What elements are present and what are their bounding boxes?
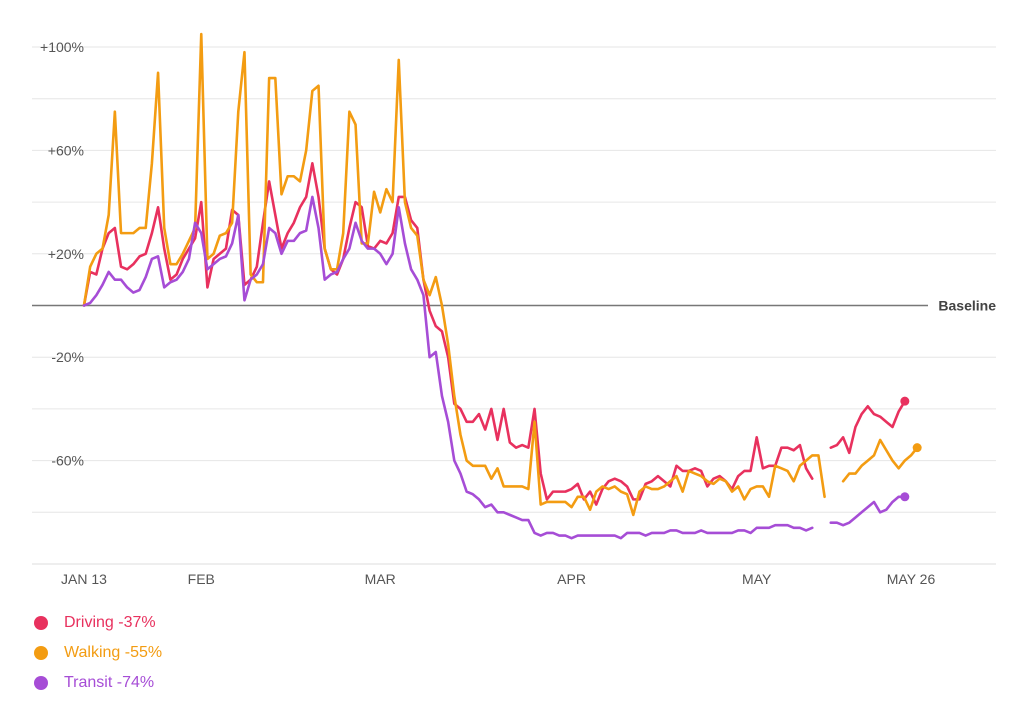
- series-line-transit: [829, 495, 907, 527]
- y-tick-label: +20%: [48, 246, 84, 262]
- line-chart: Baseline +100% +60% +20% -20% -60% JAN 13 FEB…: [32, 32, 996, 587]
- series-line-driving: [829, 399, 907, 455]
- series-lines: [82, 32, 922, 540]
- series-transit: [82, 195, 910, 540]
- x-tick-label: JAN 13: [61, 571, 107, 587]
- legend-dot-driving: [34, 616, 48, 630]
- y-axis-ticks: +100% +60% +20% -20% -60%: [40, 39, 84, 469]
- baseline: Baseline: [32, 298, 996, 314]
- endpoint-marker-driving[interactable]: [900, 396, 910, 406]
- x-tick-label: MAY 26: [887, 571, 936, 587]
- series-line-transit: [82, 195, 814, 540]
- y-tick-label: -20%: [51, 349, 84, 365]
- legend-item-driving[interactable]: Driving -37%: [34, 608, 162, 638]
- legend-label-walking: Walking -55%: [64, 644, 163, 661]
- series-line-driving: [82, 162, 814, 506]
- y-tick-label: -60%: [51, 453, 84, 469]
- legend-dot-transit: [34, 676, 48, 690]
- legend-item-walking[interactable]: Walking -55%: [34, 638, 162, 668]
- endpoint-marker-transit[interactable]: [900, 492, 910, 502]
- x-tick-label: APR: [557, 571, 586, 587]
- x-axis-ticks: JAN 13 FEB MAR APR MAY MAY 26: [61, 571, 935, 587]
- endpoint-marker-walking[interactable]: [912, 443, 922, 453]
- gridlines: [32, 46, 996, 565]
- x-tick-label: FEB: [188, 571, 215, 587]
- y-tick-label: +60%: [48, 142, 84, 158]
- legend-label-transit: Transit -74%: [64, 674, 155, 691]
- legend: Driving -37% Walking -55% Transit -74%: [34, 608, 162, 698]
- x-tick-label: MAY: [742, 571, 772, 587]
- legend-label-driving: Driving -37%: [64, 614, 156, 631]
- series-line-walking: [82, 32, 826, 517]
- y-tick-label: +100%: [40, 39, 84, 55]
- series-line-walking: [841, 438, 919, 483]
- legend-dot-walking: [34, 646, 48, 660]
- baseline-label: Baseline: [938, 298, 996, 314]
- legend-item-transit[interactable]: Transit -74%: [34, 668, 162, 698]
- x-tick-label: MAR: [365, 571, 396, 587]
- series-driving: [82, 162, 910, 506]
- series-walking: [82, 32, 922, 517]
